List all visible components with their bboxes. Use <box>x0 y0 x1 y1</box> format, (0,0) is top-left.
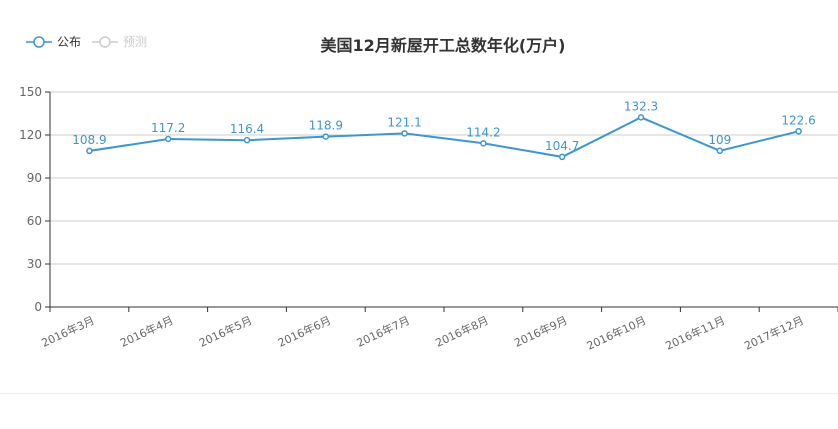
x-tick-label: 2016年5月 <box>197 313 255 350</box>
x-tick-label: 2016年3月 <box>39 313 97 350</box>
y-tick-label: 60 <box>27 214 42 228</box>
y-tick-label: 30 <box>27 257 42 271</box>
y-tick-label: 90 <box>27 171 42 185</box>
legend-item-published[interactable]: 公布 <box>26 35 81 49</box>
x-tick-label: 2016年10月 <box>584 313 648 353</box>
data-label: 114.2 <box>466 125 500 139</box>
data-point[interactable] <box>558 153 566 161</box>
y-tick-label: 0 <box>34 300 42 314</box>
data-point[interactable] <box>637 114 645 121</box>
data-label: 132.3 <box>624 99 658 113</box>
data-label: 108.9 <box>72 133 106 147</box>
x-tick-label: 2016年9月 <box>512 313 570 350</box>
data-label: 118.9 <box>309 119 343 133</box>
y-tick-label: 150 <box>19 85 42 99</box>
data-labels: 108.9 117.2 116.4 118.9 121.1 114.2 104.7 132.3… <box>72 99 816 153</box>
legend-marker-icon <box>99 36 111 48</box>
legend-item-forecast[interactable]: 预测 <box>92 35 147 49</box>
legend-marker-icon <box>33 36 45 48</box>
x-tick-label: 2017年12月 <box>742 313 806 353</box>
y-axis-ticks: 0 30 60 90 120 150 <box>19 85 50 314</box>
legend: 公布 预测 <box>26 35 147 49</box>
data-point[interactable] <box>86 147 93 155</box>
data-point[interactable] <box>401 130 408 137</box>
legend-label: 预测 <box>123 35 147 49</box>
data-point[interactable] <box>480 140 487 147</box>
bottom-divider <box>0 393 838 394</box>
x-tick-label: 2016年11月 <box>663 313 727 353</box>
data-label: 104.7 <box>545 139 579 153</box>
data-point[interactable] <box>164 135 172 143</box>
grid-lines <box>50 91 838 265</box>
data-label: 117.2 <box>151 121 185 135</box>
data-label: 122.6 <box>781 113 815 127</box>
chart-title: 美国12月新屋开工总数年化(万户) <box>321 36 566 55</box>
x-tick-label: 2016年8月 <box>433 313 491 350</box>
x-tick-label: 2016年4月 <box>118 313 176 350</box>
data-label: 121.1 <box>387 115 421 129</box>
data-point[interactable] <box>795 128 802 135</box>
data-label: 116.4 <box>230 122 264 136</box>
x-axis-ticks: 2016年3月 2016年4月 2016年5月 2016年6月 2016年7月 2016年… <box>39 307 838 353</box>
series-published <box>86 114 802 161</box>
data-point[interactable] <box>243 136 251 144</box>
series-line <box>89 116 799 158</box>
data-point[interactable] <box>716 147 724 155</box>
data-point[interactable] <box>322 133 330 140</box>
x-tick-label: 2016年7月 <box>354 313 412 350</box>
data-label: 109 <box>708 133 731 147</box>
y-tick-label: 120 <box>19 128 42 142</box>
x-tick-label: 2016年6月 <box>275 313 333 350</box>
legend-label: 公布 <box>57 35 81 49</box>
